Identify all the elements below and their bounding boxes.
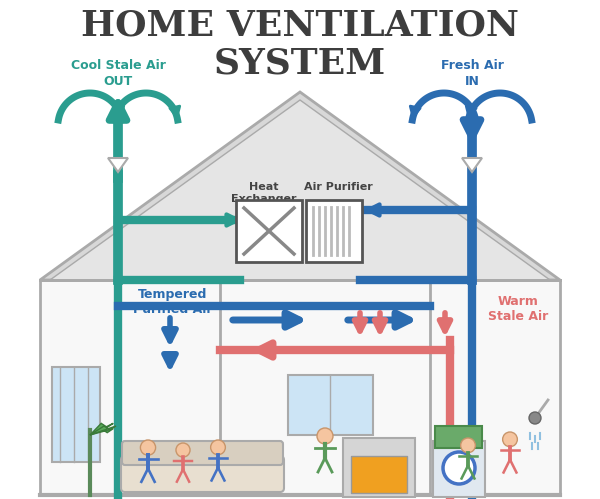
Text: SYSTEM: SYSTEM [214, 46, 386, 80]
Circle shape [211, 440, 226, 455]
Polygon shape [108, 158, 128, 172]
Polygon shape [462, 158, 482, 172]
Circle shape [461, 438, 475, 453]
Text: Fresh Air
IN: Fresh Air IN [440, 59, 503, 88]
FancyBboxPatch shape [351, 456, 407, 493]
Polygon shape [40, 280, 560, 495]
Text: Air Purifier: Air Purifier [304, 182, 373, 192]
Text: Heat
Exchanger: Heat Exchanger [231, 182, 297, 204]
FancyBboxPatch shape [236, 200, 302, 262]
FancyBboxPatch shape [122, 441, 283, 465]
Circle shape [503, 432, 517, 447]
FancyBboxPatch shape [288, 375, 373, 435]
FancyBboxPatch shape [433, 441, 485, 497]
FancyBboxPatch shape [306, 200, 362, 262]
Polygon shape [40, 92, 560, 280]
Text: HOME VENTILATION: HOME VENTILATION [81, 8, 519, 42]
FancyBboxPatch shape [435, 426, 482, 448]
FancyBboxPatch shape [121, 456, 284, 492]
Circle shape [140, 440, 155, 455]
Text: Tempered
Purified Air: Tempered Purified Air [133, 288, 213, 316]
Text: Warm
Stale Air: Warm Stale Air [488, 295, 548, 323]
FancyBboxPatch shape [52, 367, 100, 462]
Text: Cool Stale Air
OUT: Cool Stale Air OUT [71, 59, 166, 88]
Polygon shape [50, 100, 550, 280]
Polygon shape [90, 423, 113, 435]
Polygon shape [90, 426, 116, 435]
Circle shape [529, 412, 541, 424]
Polygon shape [90, 429, 113, 435]
Circle shape [317, 428, 333, 444]
Circle shape [176, 443, 190, 457]
Circle shape [443, 452, 475, 484]
FancyBboxPatch shape [343, 438, 415, 497]
